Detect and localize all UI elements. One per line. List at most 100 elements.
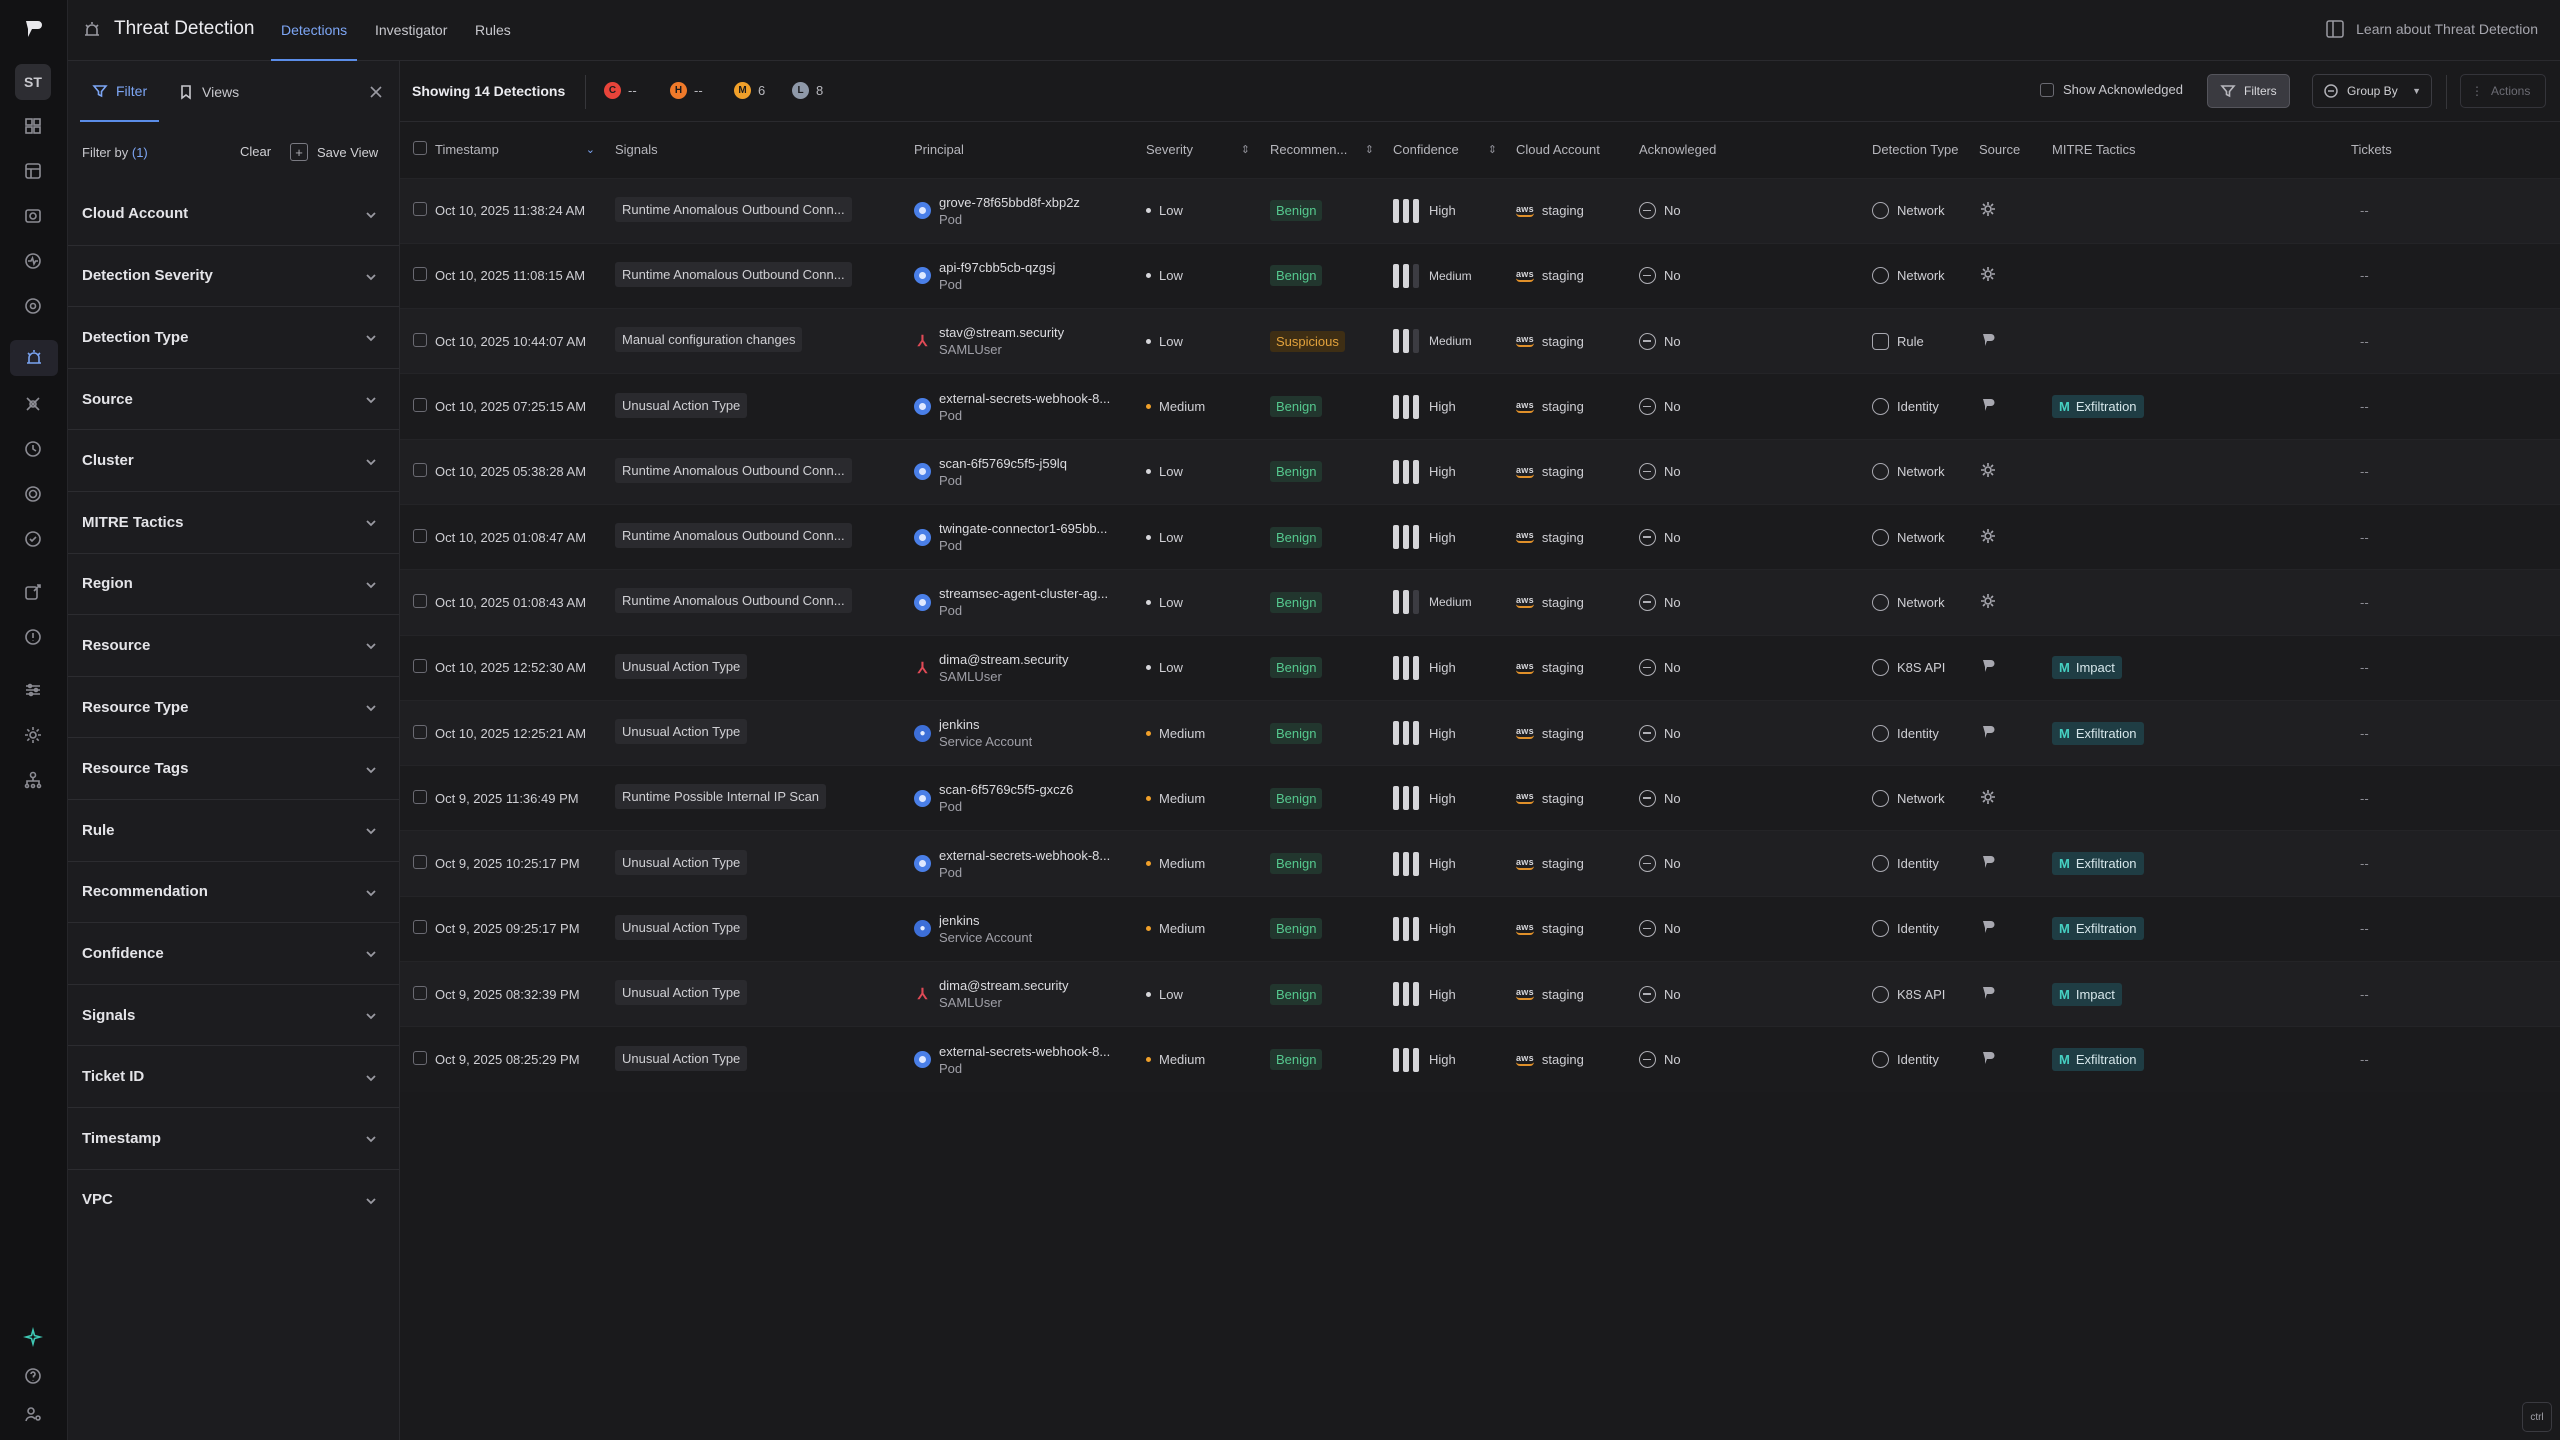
chevron-down-icon[interactable] bbox=[365, 1194, 377, 1206]
shield-icon[interactable] bbox=[19, 435, 47, 463]
tab-investigator[interactable]: Investigator bbox=[375, 22, 448, 38]
save-view-button[interactable]: + Save View bbox=[290, 139, 378, 165]
facet-source[interactable]: Source bbox=[68, 367, 399, 430]
table-row[interactable]: Oct 9, 2025 08:25:29 PM Unusual Action Ty… bbox=[400, 1026, 2560, 1093]
signal-chip[interactable]: Runtime Anomalous Outbound Conn... bbox=[615, 196, 852, 222]
signal-chip[interactable]: Unusual Action Type bbox=[615, 719, 748, 745]
mitre-tactic-badge[interactable]: M Exfiltration bbox=[2052, 1048, 2144, 1072]
inventory-icon[interactable] bbox=[19, 157, 47, 185]
signal-chip[interactable]: Unusual Action Type bbox=[615, 914, 748, 940]
signal-chip[interactable]: Unusual Action Type bbox=[615, 980, 748, 1006]
chevron-down-icon[interactable] bbox=[365, 1132, 377, 1144]
facet-resource-tags[interactable]: Resource Tags bbox=[68, 737, 399, 799]
row-checkbox[interactable] bbox=[413, 724, 427, 739]
close-icon[interactable] bbox=[367, 83, 385, 101]
row-select-cell[interactable] bbox=[400, 439, 435, 505]
sliders-icon[interactable] bbox=[19, 676, 47, 704]
settings-gear-icon[interactable] bbox=[19, 721, 47, 749]
chevron-down-icon[interactable] bbox=[365, 578, 377, 590]
facet-cluster[interactable]: Cluster bbox=[68, 429, 399, 491]
facet-resource[interactable]: Resource bbox=[68, 614, 399, 676]
chevron-down-icon[interactable] bbox=[365, 208, 377, 220]
table-row[interactable]: Oct 10, 2025 11:08:15 AM Runtime Anomalou… bbox=[400, 243, 2560, 309]
tab-rules[interactable]: Rules bbox=[475, 22, 511, 38]
row-checkbox[interactable] bbox=[413, 789, 427, 804]
group-by-dropdown[interactable]: Group By ▼ bbox=[2312, 74, 2432, 108]
chevron-down-icon[interactable] bbox=[365, 1071, 377, 1083]
principal[interactable]: streamsec-agent-cluster-ag... Pod bbox=[914, 585, 1146, 619]
sort-desc-icon[interactable]: ⌄ bbox=[585, 144, 595, 157]
principal[interactable]: external-secrets-webhook-8... Pod bbox=[914, 847, 1146, 881]
row-select-cell[interactable] bbox=[400, 896, 435, 962]
row-select-cell[interactable] bbox=[400, 308, 435, 374]
user-avatar[interactable]: ST bbox=[15, 64, 51, 100]
threat-detection-icon[interactable] bbox=[10, 340, 58, 376]
clear-button[interactable]: Clear bbox=[240, 144, 272, 159]
facet-rule[interactable]: Rule bbox=[68, 798, 399, 861]
chevron-down-icon[interactable] bbox=[365, 886, 377, 898]
chevron-down-icon[interactable] bbox=[365, 763, 377, 775]
severity-count-c[interactable]: C -- bbox=[604, 82, 637, 99]
actions-button[interactable]: ⋮ Actions bbox=[2460, 74, 2546, 108]
row-checkbox[interactable] bbox=[413, 398, 427, 413]
table-row[interactable]: Oct 10, 2025 12:25:21 AM Unusual Action T… bbox=[400, 700, 2560, 766]
show-acknowledged-checkbox[interactable] bbox=[2040, 82, 2054, 97]
table-row[interactable]: Oct 9, 2025 08:32:39 PM Unusual Action Ty… bbox=[400, 961, 2560, 1027]
row-select-cell[interactable] bbox=[400, 504, 435, 570]
principal[interactable]: ⅄ dima@stream.security SAMLUser bbox=[914, 651, 1146, 685]
facet-timestamp[interactable]: Timestamp bbox=[68, 1106, 399, 1169]
reports-icon[interactable] bbox=[19, 578, 47, 606]
table-row[interactable]: Oct 10, 2025 07:25:15 AM Unusual Action T… bbox=[400, 373, 2560, 440]
principal[interactable]: scan-6f5769c5f5-gxcz6 Pod bbox=[914, 781, 1146, 815]
row-checkbox[interactable] bbox=[413, 1051, 427, 1066]
row-select-cell[interactable] bbox=[400, 635, 435, 701]
stream-security-logo-icon[interactable] bbox=[21, 17, 45, 41]
row-select-cell[interactable] bbox=[400, 765, 435, 831]
sort-icon[interactable]: ⇕ bbox=[1487, 144, 1497, 157]
facet-ticket-id[interactable]: Ticket ID bbox=[68, 1045, 399, 1107]
col-severity[interactable]: Severity ⇕ bbox=[1146, 122, 1270, 178]
tab-detections[interactable]: Detections bbox=[271, 0, 358, 61]
mitre-tactic-badge[interactable]: M Exfiltration bbox=[2052, 721, 2144, 745]
remediation-icon[interactable] bbox=[19, 623, 47, 651]
compliance-icon[interactable] bbox=[19, 525, 47, 553]
posture-icon[interactable] bbox=[19, 202, 47, 230]
facet-confidence[interactable]: Confidence bbox=[68, 922, 399, 984]
mitre-tactic-badge[interactable]: M Exfiltration bbox=[2052, 395, 2144, 419]
chevron-down-icon[interactable] bbox=[365, 516, 377, 528]
signal-chip[interactable]: Unusual Action Type bbox=[615, 653, 748, 679]
row-select-cell[interactable] bbox=[400, 243, 435, 309]
org-tree-icon[interactable] bbox=[19, 766, 47, 794]
row-checkbox[interactable] bbox=[413, 985, 427, 1000]
facet-cloud-account[interactable]: Cloud Account bbox=[68, 183, 399, 245]
table-row[interactable]: Oct 10, 2025 05:38:28 AM Runtime Anomalou… bbox=[400, 439, 2560, 505]
principal[interactable]: ⅄ dima@stream.security SAMLUser bbox=[914, 977, 1146, 1011]
col-confidence[interactable]: Confidence ⇕ bbox=[1393, 122, 1516, 178]
principal[interactable]: api-f97cbb5cb-qzgsj Pod bbox=[914, 259, 1146, 293]
chevron-down-icon[interactable] bbox=[365, 331, 377, 343]
activity-icon[interactable] bbox=[19, 247, 47, 275]
col-recommendation[interactable]: Recommen... ⇕ bbox=[1270, 122, 1393, 178]
row-select-cell[interactable] bbox=[400, 569, 435, 636]
target-icon[interactable] bbox=[19, 480, 47, 508]
row-select-cell[interactable] bbox=[400, 1026, 435, 1093]
chevron-down-icon[interactable] bbox=[365, 455, 377, 467]
facet-mitre-tactics[interactable]: MITRE Tactics bbox=[68, 490, 399, 553]
mitre-tactic-badge[interactable]: M Exfiltration bbox=[2052, 852, 2144, 876]
row-checkbox[interactable] bbox=[413, 202, 427, 217]
facet-vpc[interactable]: VPC bbox=[68, 1168, 399, 1231]
row-select-cell[interactable] bbox=[400, 373, 435, 440]
show-acknowledged-toggle[interactable]: Show Acknowledged bbox=[2040, 82, 2183, 97]
crosshair-icon[interactable] bbox=[19, 390, 47, 418]
signal-chip[interactable]: Manual configuration changes bbox=[615, 327, 803, 353]
principal[interactable]: scan-6f5769c5f5-j59lq Pod bbox=[914, 455, 1146, 489]
row-select-cell[interactable] bbox=[400, 830, 435, 897]
table-row[interactable]: Oct 9, 2025 09:25:17 PM Unusual Action Ty… bbox=[400, 896, 2560, 962]
mitre-tactic-badge[interactable]: M Exfiltration bbox=[2052, 917, 2144, 941]
row-checkbox[interactable] bbox=[413, 528, 427, 543]
ai-sparkle-icon[interactable] bbox=[19, 1323, 47, 1351]
select-all-cell[interactable] bbox=[400, 122, 435, 178]
learn-link[interactable]: Learn about Threat Detection bbox=[2324, 18, 2538, 40]
